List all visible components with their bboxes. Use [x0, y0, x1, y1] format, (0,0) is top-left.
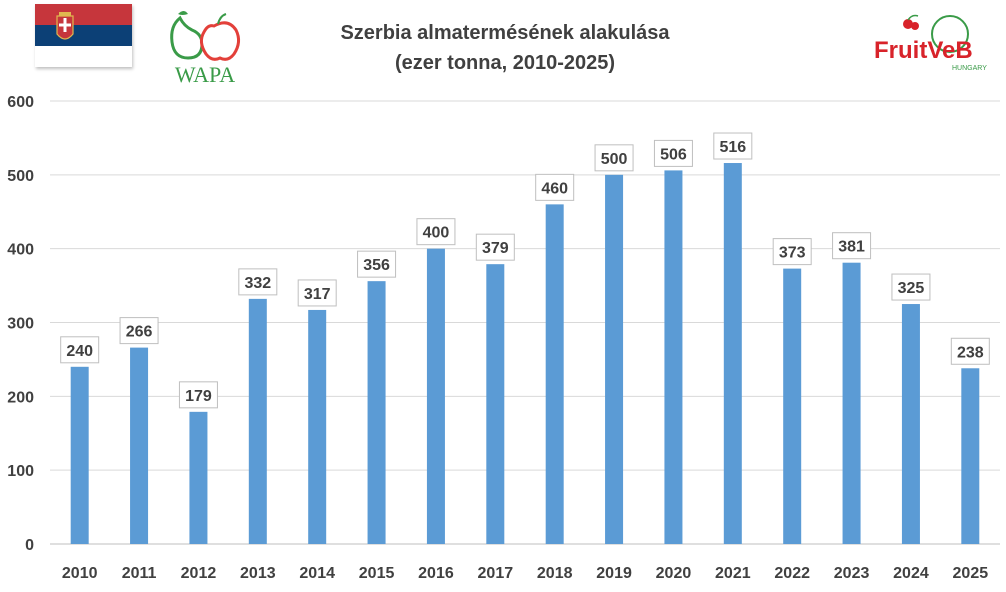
data-label-box [297, 279, 337, 307]
y-tick-label: 0 [25, 537, 34, 554]
data-label-box [535, 173, 575, 201]
bar [842, 262, 861, 544]
data-label: 179 [185, 388, 212, 405]
data-label: 356 [363, 257, 390, 274]
x-tick-label: 2013 [240, 565, 276, 582]
data-label: 400 [423, 225, 450, 242]
data-label: 516 [719, 139, 746, 156]
wapa-logo: WAPA [170, 11, 241, 87]
bar [248, 298, 267, 544]
svg-text:HUNGARY: HUNGARY [952, 65, 987, 72]
data-label-box [950, 337, 990, 365]
data-label-box [594, 144, 634, 172]
svg-text:WAPA: WAPA [175, 62, 235, 87]
bar [70, 366, 89, 544]
x-tick-label: 2010 [62, 565, 98, 582]
bar [308, 309, 327, 544]
data-label: 460 [541, 180, 568, 197]
data-label: 317 [304, 286, 331, 303]
bar [545, 204, 564, 544]
data-label: 332 [244, 275, 271, 292]
x-tick-label: 2014 [299, 565, 335, 582]
coat-of-arms-icon [56, 12, 74, 40]
data-label: 500 [601, 151, 628, 168]
bar [961, 368, 980, 544]
x-tick-label: 2020 [656, 565, 692, 582]
bar [426, 248, 445, 544]
y-tick-label: 100 [7, 463, 34, 480]
data-label: 506 [660, 146, 687, 163]
chart-subtitle: (ezer tonna, 2010-2025) [394, 52, 616, 74]
bar [783, 268, 802, 544]
x-tick-label: 2016 [418, 565, 454, 582]
data-label-box [357, 250, 397, 278]
x-tick-label: 2011 [122, 565, 157, 582]
data-label: 379 [482, 240, 509, 257]
bar [189, 411, 208, 544]
x-tick-label: 2022 [774, 565, 810, 582]
x-tick-label: 2021 [715, 565, 751, 582]
bar [664, 170, 683, 545]
data-label-box [891, 273, 931, 301]
data-label-box [178, 381, 218, 409]
fruitveb-logo: FruitVeB HUNGARY [874, 14, 987, 72]
chart-title: Szerbia almatermésének alakulása [340, 22, 670, 44]
data-label: 381 [838, 239, 865, 256]
y-tick-label: 200 [7, 389, 34, 406]
data-label-box [60, 336, 100, 364]
bar [605, 174, 624, 545]
y-tick-label: 500 [7, 168, 34, 185]
data-label-box [238, 268, 278, 296]
y-tick-label: 300 [7, 316, 34, 333]
data-label-box [713, 132, 753, 160]
data-label: 325 [898, 280, 925, 297]
x-tick-label: 2024 [893, 565, 929, 582]
data-label-box [832, 232, 872, 260]
x-tick-label: 2023 [834, 565, 870, 582]
data-label: 266 [126, 324, 153, 341]
x-tick-label: 2015 [359, 565, 395, 582]
data-label-box [119, 317, 159, 345]
svg-text:FruitVeB: FruitVeB [874, 37, 973, 64]
serbia-flag-image [35, 4, 132, 67]
bar [367, 281, 386, 544]
data-label-box [653, 139, 693, 167]
data-label-box [475, 233, 515, 261]
data-label: 240 [66, 343, 93, 360]
x-tick-label: 2012 [181, 565, 217, 582]
bar [723, 163, 742, 544]
x-tick-label: 2025 [953, 565, 989, 582]
y-tick-label: 600 [7, 94, 34, 111]
bar [130, 347, 149, 544]
x-tick-label: 2019 [596, 565, 632, 582]
x-tick-label: 2018 [537, 565, 573, 582]
data-label: 238 [957, 344, 984, 361]
bar [901, 304, 920, 544]
data-label-box [416, 218, 456, 246]
y-tick-label: 400 [7, 242, 34, 259]
bar [486, 264, 505, 544]
chart-title-block: Szerbia almatermésének alakulása (ezer t… [300, 18, 710, 78]
data-label-box [772, 238, 812, 266]
x-tick-label: 2017 [478, 565, 514, 582]
data-label: 373 [779, 245, 806, 262]
